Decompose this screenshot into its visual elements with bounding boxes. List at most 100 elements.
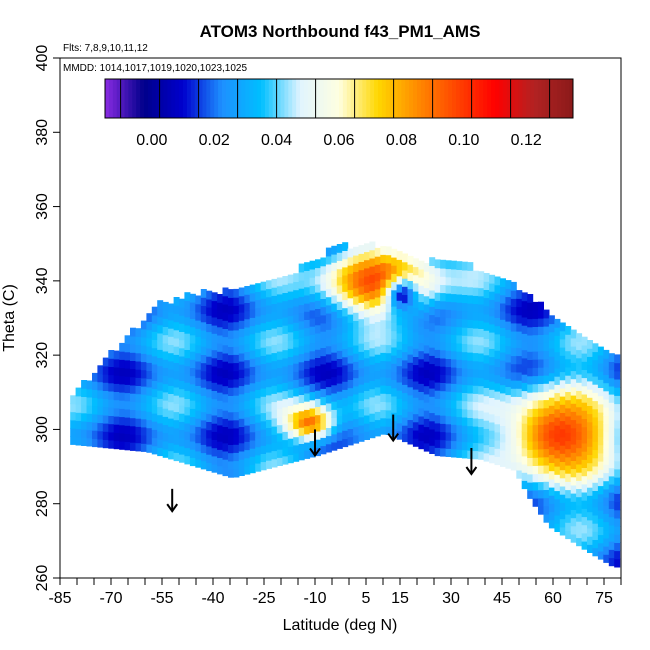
heat-cell	[483, 346, 490, 356]
heat-cell	[559, 477, 566, 487]
heat-cell	[228, 444, 234, 454]
colorbar-segment	[198, 79, 203, 118]
heat-cell	[217, 334, 224, 344]
heat-cell	[380, 319, 387, 329]
heat-cell	[331, 245, 338, 255]
heat-cell	[500, 400, 506, 410]
heat-cell	[135, 352, 142, 362]
heat-cell	[581, 540, 588, 550]
heat-cell	[543, 464, 550, 474]
colorbar-segment	[366, 79, 371, 118]
heat-cell	[282, 415, 289, 424]
heat-cell	[374, 386, 381, 396]
heat-cell	[293, 395, 300, 405]
heat-cell	[440, 374, 447, 383]
heat-cell	[385, 287, 392, 296]
heat-cell	[565, 350, 572, 360]
heat-cell	[315, 283, 321, 293]
heat-cell	[467, 450, 474, 459]
heat-cell	[347, 330, 354, 340]
heat-cell	[516, 461, 523, 471]
heat-cell	[592, 384, 599, 393]
heat-cell	[429, 388, 436, 397]
heat-cell	[532, 416, 539, 426]
heat-cell	[402, 433, 408, 443]
heat-cell	[369, 339, 376, 349]
heat-cell	[238, 385, 245, 395]
heat-cell	[543, 317, 550, 327]
heat-cell	[440, 366, 447, 375]
heat-cell	[423, 369, 430, 379]
heat-cell	[597, 534, 604, 544]
heat-cell	[608, 500, 615, 509]
heat-cell	[211, 300, 218, 310]
heat-cell	[353, 377, 360, 387]
heat-cell	[271, 401, 278, 411]
heat-cell	[423, 263, 430, 272]
heat-cell	[407, 345, 414, 355]
heat-cell	[554, 327, 561, 336]
heat-cell	[565, 342, 572, 352]
heat-cell	[380, 368, 387, 378]
heat-cell	[587, 356, 593, 366]
heat-cell	[249, 456, 256, 465]
heat-cell	[206, 315, 213, 324]
heat-cell	[304, 450, 311, 459]
heat-cell	[298, 337, 305, 346]
heat-cell	[238, 303, 245, 313]
heat-cell	[597, 542, 604, 552]
heat-cell	[396, 430, 403, 440]
heat-cell	[434, 357, 441, 367]
colorbar-segment	[370, 79, 375, 118]
heat-cell	[364, 365, 370, 375]
heat-cell	[396, 283, 403, 293]
heat-cell	[587, 429, 593, 439]
colorbar-segment	[405, 79, 410, 118]
heat-cell	[184, 373, 191, 383]
heat-cell	[440, 317, 447, 326]
heat-cell	[505, 419, 512, 428]
heat-cell	[282, 374, 289, 383]
heat-cell	[538, 309, 544, 319]
heat-cell	[336, 407, 343, 417]
heat-cell	[423, 426, 430, 436]
heat-cell	[456, 351, 463, 360]
heat-cell	[364, 382, 370, 391]
heat-cell	[565, 464, 572, 474]
heat-cell	[451, 416, 457, 425]
heat-cell	[293, 273, 300, 282]
heat-cell	[168, 303, 175, 313]
heat-cell	[342, 266, 349, 276]
heat-cell	[576, 472, 583, 481]
heat-cell	[478, 418, 485, 428]
heat-cell	[597, 403, 604, 413]
heat-cell	[570, 460, 577, 470]
heat-cell	[255, 373, 262, 382]
heat-cell	[293, 387, 300, 397]
heat-cell	[211, 390, 218, 400]
x-axis-label: Latitude (deg N)	[283, 617, 398, 634]
heat-cell	[140, 345, 147, 354]
heat-cell	[489, 397, 496, 407]
heat-cell	[217, 367, 224, 377]
heat-cell	[467, 278, 474, 288]
heat-cell	[576, 455, 583, 465]
heat-cell	[391, 379, 398, 389]
heat-cell	[597, 428, 604, 438]
heat-cell	[336, 244, 343, 253]
heat-cell	[347, 412, 354, 421]
heat-cell	[293, 403, 300, 413]
heat-cell	[483, 387, 490, 397]
heat-cell	[483, 420, 490, 429]
heat-cell	[597, 477, 604, 487]
colorbar-segment	[241, 79, 246, 118]
heat-cell	[276, 408, 283, 417]
heat-cell	[576, 496, 583, 506]
heat-cell	[320, 421, 327, 430]
heat-cell	[195, 442, 202, 452]
x-tick-label: 60	[544, 590, 562, 607]
heat-cell	[325, 345, 332, 355]
heat-cell	[162, 449, 169, 458]
heat-cell	[374, 378, 381, 388]
heat-cell	[135, 344, 142, 354]
